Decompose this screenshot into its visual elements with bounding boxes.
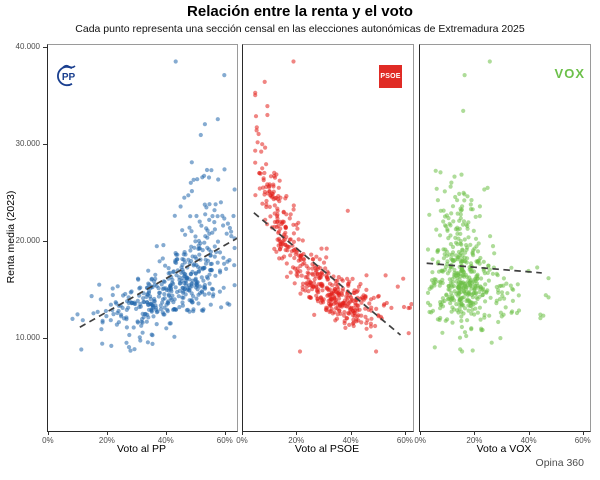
x-axis-title-psoe: Voto al PSOE (294, 443, 360, 455)
y-tick-mark (43, 240, 47, 242)
x-tick-label: 0% (42, 436, 54, 445)
x-tick-mark (582, 431, 584, 435)
y-tick-label: 30.000 (15, 139, 40, 149)
panel-psoe: PSOE (242, 44, 414, 432)
y-tick-label: 10.000 (15, 333, 40, 343)
vox-logo: VOX (554, 66, 585, 81)
x-tick-label: 60% (216, 436, 233, 445)
x-tick-label: 40% (520, 436, 537, 445)
x-tick-label: 0% (414, 436, 426, 445)
x-tick-label: 60% (396, 436, 413, 445)
panel-vox: VOX (419, 44, 591, 432)
x-tick-label: 0% (236, 436, 248, 445)
y-tick-mark (43, 337, 47, 339)
x-tick-mark (242, 431, 243, 435)
x-tick-label: 20% (288, 436, 305, 445)
panel-pp: PP (47, 44, 238, 432)
x-tick-label: 20% (466, 436, 483, 445)
x-tick-mark (404, 431, 406, 435)
x-tick-label: 60% (574, 436, 591, 445)
x-tick-mark (224, 431, 226, 435)
x-tick-label: 20% (98, 436, 115, 445)
x-tick-mark (296, 431, 298, 435)
psoe-logo: PSOE (379, 65, 402, 88)
y-tick-label: 40.000 (15, 42, 40, 52)
scatter-points-vox (425, 59, 551, 354)
chart-subtitle: Cada punto representa una sección censal… (75, 23, 525, 35)
svg-text:PP: PP (62, 72, 76, 83)
x-tick-mark (165, 431, 167, 435)
scatter-points-psoe (253, 59, 413, 354)
y-tick-mark (43, 143, 47, 145)
x-tick-mark (47, 431, 49, 435)
y-tick-label: 20.000 (15, 236, 40, 246)
chart-title: Relación entre la renta y el voto (187, 3, 413, 20)
x-tick-mark (106, 431, 108, 435)
scatter-points-pp (70, 59, 237, 353)
pp-logo: PP (55, 62, 83, 88)
caption-source: Opina 360 (535, 457, 584, 469)
trend-line-vox (426, 262, 542, 274)
trend-line-pp (79, 237, 237, 328)
x-axis-title-pp: Voto al PP (116, 443, 167, 455)
x-axis-title-vox: Voto a VOX (476, 443, 532, 455)
y-tick-mark (43, 46, 47, 48)
x-tick-mark (474, 431, 476, 435)
x-tick-mark (528, 431, 530, 435)
x-tick-label: 40% (342, 436, 359, 445)
x-tick-mark (420, 431, 422, 435)
trend-line-psoe (253, 212, 402, 336)
x-tick-label: 40% (157, 436, 174, 445)
x-tick-mark (350, 431, 352, 435)
